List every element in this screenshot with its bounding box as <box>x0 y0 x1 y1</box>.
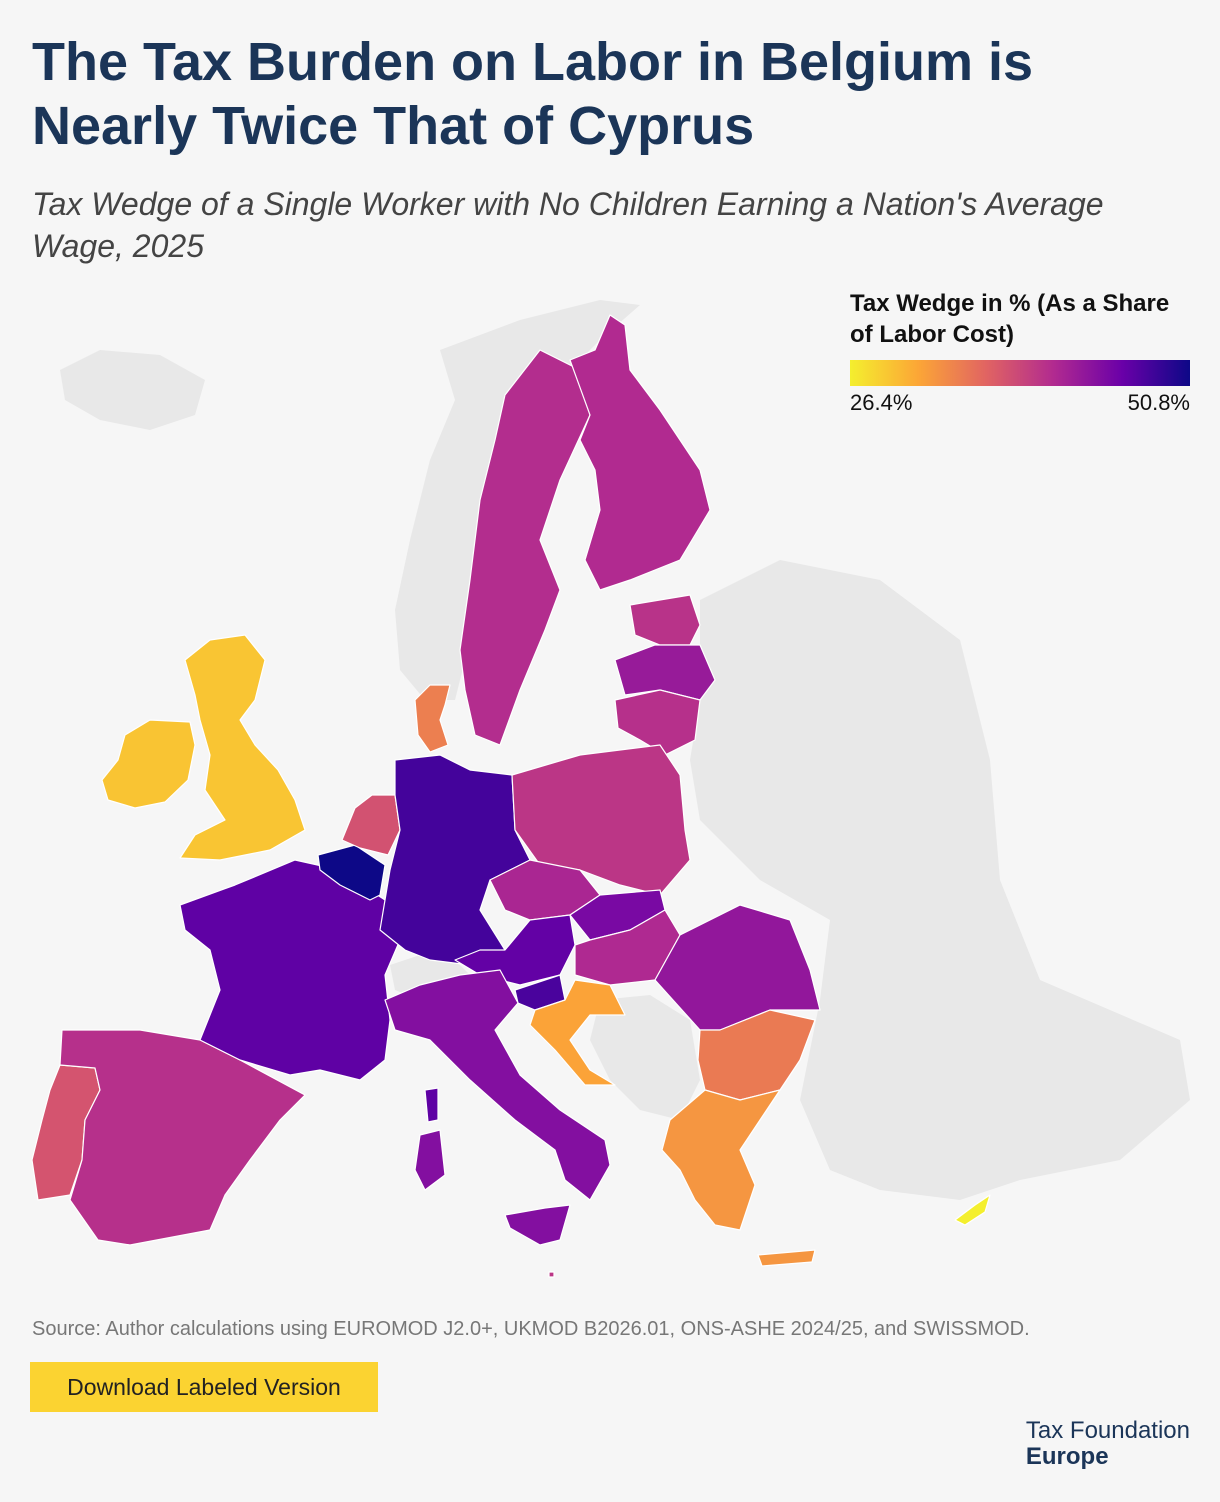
brand-name: Tax Foundation <box>1025 1417 1190 1444</box>
country-finland[interactable] <box>569 314 711 591</box>
country-germany[interactable] <box>379 754 531 966</box>
country-bulgaria[interactable] <box>697 1009 816 1101</box>
country-lithuania[interactable] <box>614 689 701 756</box>
download-labeled-version-button[interactable]: Download Labeled Version <box>30 1362 378 1412</box>
country-italy-sardinia[interactable] <box>414 1129 446 1191</box>
source-note: Source: Author calculations using EUROMO… <box>32 1318 1030 1340</box>
country-latvia[interactable] <box>614 644 716 701</box>
country-france-corsica[interactable] <box>424 1087 439 1123</box>
country-united-kingdom[interactable] <box>179 634 306 861</box>
page-title: The Tax Burden on Labor in Belgium is Ne… <box>32 32 1034 156</box>
legend-min-label: 26.4% <box>850 390 913 415</box>
country-cyprus[interactable] <box>954 1194 991 1226</box>
brand-region: Europe <box>1025 1443 1109 1470</box>
country-italy-sicily[interactable] <box>504 1204 571 1246</box>
country-estonia[interactable] <box>629 594 701 646</box>
country-malta[interactable] <box>548 1271 555 1278</box>
country-romania[interactable] <box>654 904 821 1031</box>
legend-title: Tax Wedge in % (As a Share of Labor Cost… <box>850 290 1170 348</box>
country-greece-crete[interactable] <box>757 1249 816 1267</box>
iceland-shape <box>60 350 205 430</box>
country-ireland[interactable] <box>101 719 196 809</box>
norway-shape <box>395 300 640 700</box>
country-croatia[interactable] <box>529 979 626 1086</box>
legend-max-label: 50.8% <box>1127 390 1190 415</box>
country-italy[interactable] <box>384 969 611 1201</box>
east-europe-shape <box>690 560 1190 1200</box>
balkans-shape <box>590 995 700 1120</box>
country-poland[interactable] <box>511 744 691 896</box>
country-greece[interactable] <box>661 1089 781 1231</box>
map-legend: Tax Wedge in % (As a Share of Labor Cost… <box>850 288 1190 416</box>
country-denmark[interactable] <box>414 684 451 753</box>
brand-logo[interactable]: Tax Foundation Europe <box>1026 1418 1190 1470</box>
legend-color-scale <box>850 360 1190 386</box>
page-subtitle: Tax Wedge of a Single Worker with No Chi… <box>32 186 1104 264</box>
europe-map <box>31 300 1190 1278</box>
